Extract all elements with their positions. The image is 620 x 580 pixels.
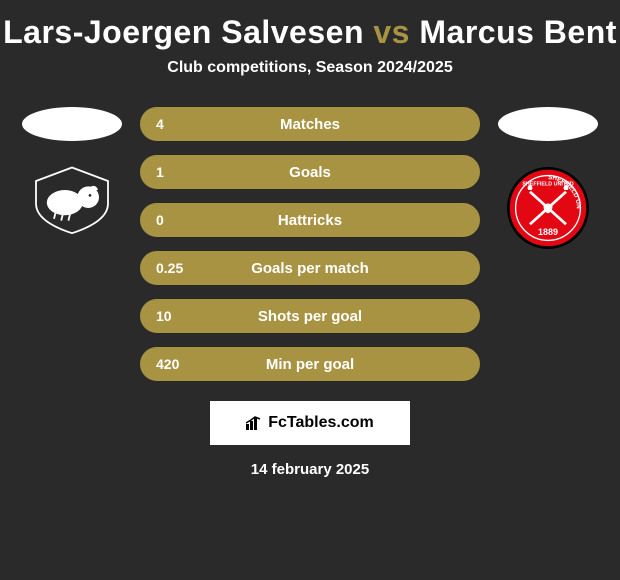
sheffield-crest-icon: SHEFFIELD UNITED F.C. SHEFFIELD UNITED 1… [503, 163, 593, 253]
stat-label: Shots per goal [142, 308, 478, 325]
stat-label: Min per goal [142, 356, 478, 373]
stat-row: 10 Shots per goal [140, 299, 480, 333]
stat-row: 0.25 Goals per match [140, 251, 480, 285]
stat-row: 420 Min per goal [140, 347, 480, 381]
stat-row: 0 Hattricks [140, 203, 480, 237]
right-side-col: SHEFFIELD UNITED F.C. SHEFFIELD UNITED 1… [498, 107, 598, 233]
player2-name: Marcus Bent [419, 14, 617, 50]
stat-left-value: 10 [156, 308, 172, 324]
stat-left-value: 420 [156, 356, 179, 372]
stat-left-value: 0 [156, 212, 164, 228]
player1-avatar [22, 107, 122, 141]
svg-text:1889: 1889 [538, 227, 558, 237]
stats-column: 4 Matches 1 Goals 0 Hattricks 0.25 Goals… [140, 107, 480, 381]
stat-left-value: 0.25 [156, 260, 183, 276]
stat-row: 4 Matches [140, 107, 480, 141]
brand-label: FcTables.com [268, 414, 374, 432]
stat-row: 1 Goals [140, 155, 480, 189]
derby-crest-icon [27, 163, 117, 235]
stat-left-value: 1 [156, 164, 164, 180]
stat-label: Matches [142, 116, 478, 133]
player2-avatar [498, 107, 598, 141]
brand-box: FcTables.com [210, 401, 410, 445]
subtitle: Club competitions, Season 2024/2025 [0, 59, 620, 77]
vs-text: vs [373, 14, 410, 50]
stat-label: Goals per match [142, 260, 478, 277]
stat-label: Hattricks [142, 212, 478, 229]
club-crest-right: SHEFFIELD UNITED F.C. SHEFFIELD UNITED 1… [503, 163, 593, 233]
player1-name: Lars-Joergen Salvesen [3, 14, 364, 50]
comparison-title: Lars-Joergen Salvesen vs Marcus Bent [0, 0, 620, 59]
club-crest-left [27, 163, 117, 233]
stat-left-value: 4 [156, 116, 164, 132]
left-side-col [22, 107, 122, 233]
stat-label: Goals [142, 164, 478, 181]
date-text: 14 february 2025 [0, 461, 620, 478]
brand-chart-icon [246, 416, 264, 430]
main-container: 4 Matches 1 Goals 0 Hattricks 0.25 Goals… [0, 107, 620, 381]
